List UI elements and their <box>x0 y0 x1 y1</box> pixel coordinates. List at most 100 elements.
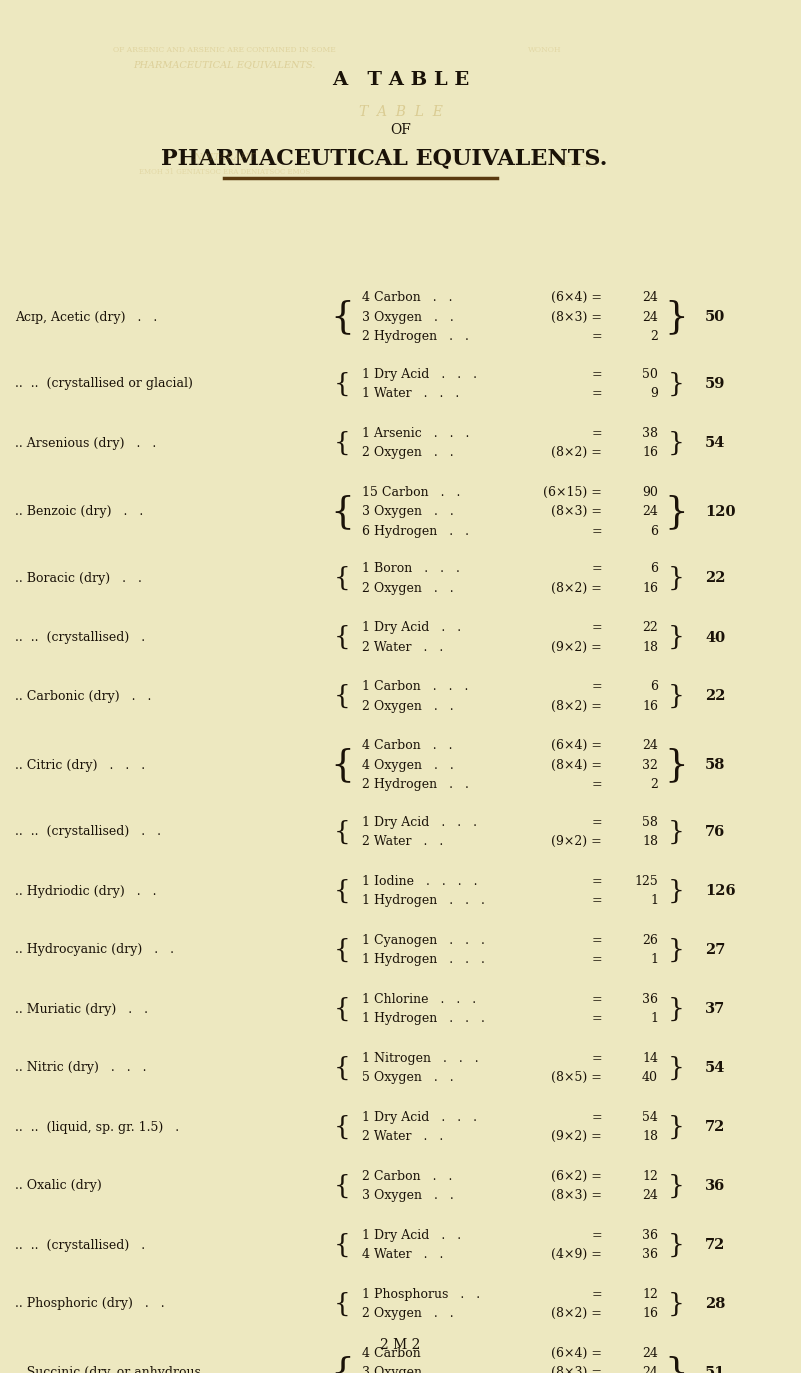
Text: 1: 1 <box>650 1012 658 1026</box>
Text: 126: 126 <box>705 884 735 898</box>
Text: 54: 54 <box>705 437 726 450</box>
Text: .. Oxalic (dry): .. Oxalic (dry) <box>15 1179 102 1193</box>
Text: 1 Hydrogen   .   .   .: 1 Hydrogen . . . <box>362 1012 485 1026</box>
Text: 58: 58 <box>642 816 658 829</box>
Text: 27: 27 <box>705 943 726 957</box>
Text: 1 Phosphorus   .   .: 1 Phosphorus . . <box>362 1288 480 1300</box>
Text: 9: 9 <box>650 387 658 401</box>
Text: 15 Carbon   .   .: 15 Carbon . . <box>362 486 461 498</box>
Text: 14: 14 <box>642 1052 658 1064</box>
Text: =: = <box>591 953 602 967</box>
Text: }: } <box>664 1355 688 1373</box>
Text: 50: 50 <box>642 368 658 380</box>
Text: Acɪp, Acetic (dry)   .   .: Acɪp, Acetic (dry) . . <box>15 310 157 324</box>
Text: =: = <box>591 1229 602 1241</box>
Text: =: = <box>591 816 602 829</box>
Text: 2: 2 <box>650 331 658 343</box>
Text: (9×2) =: (9×2) = <box>551 835 602 849</box>
Text: 90: 90 <box>642 486 658 498</box>
Text: .. Succinic (dry, or anhydrous: .. Succinic (dry, or anhydrous <box>15 1366 201 1373</box>
Text: {: { <box>334 1292 350 1317</box>
Text: (6×4) =: (6×4) = <box>551 1347 602 1359</box>
Text: ..  ..  (crystallised)   .   .: .. .. (crystallised) . . <box>15 825 161 839</box>
Text: 72: 72 <box>705 1120 726 1134</box>
Text: 37: 37 <box>705 1002 725 1016</box>
Text: 3 Oxygen   .   .: 3 Oxygen . . <box>362 1189 453 1203</box>
Text: 54: 54 <box>642 1111 658 1123</box>
Text: 36: 36 <box>642 993 658 1006</box>
Text: .. Citric (dry)   .   .   .: .. Citric (dry) . . . <box>15 759 145 772</box>
Text: .. Phosphoric (dry)   .   .: .. Phosphoric (dry) . . <box>15 1297 165 1310</box>
Text: 1 Water   .   .   .: 1 Water . . . <box>362 387 459 401</box>
Text: =: = <box>591 524 602 538</box>
Text: 36: 36 <box>642 1248 658 1262</box>
Text: }: } <box>664 299 688 335</box>
Text: (6×4) =: (6×4) = <box>551 291 602 305</box>
Text: (8×2) =: (8×2) = <box>551 700 602 713</box>
Text: PHARMACEUTICAL EQUIVALENTS.: PHARMACEUTICAL EQUIVALENTS. <box>133 60 316 70</box>
Text: =: = <box>591 1288 602 1300</box>
Text: =: = <box>591 387 602 401</box>
Text: 1 Dry Acid   .   .: 1 Dry Acid . . <box>362 621 461 634</box>
Text: 1 Chlorine   .   .   .: 1 Chlorine . . . <box>362 993 476 1006</box>
Text: =: = <box>591 563 602 575</box>
Text: 5 Oxygen   .   .: 5 Oxygen . . <box>362 1071 453 1085</box>
Text: .. Nitric (dry)   .   .   .: .. Nitric (dry) . . . <box>15 1061 147 1075</box>
Text: {: { <box>330 299 354 335</box>
Text: {: { <box>334 997 350 1022</box>
Text: (4×9) =: (4×9) = <box>551 1248 602 1262</box>
Text: 24: 24 <box>642 739 658 752</box>
Text: =: = <box>591 778 602 791</box>
Text: 22: 22 <box>705 689 726 703</box>
Text: 1: 1 <box>650 953 658 967</box>
Text: 24: 24 <box>642 1347 658 1359</box>
Text: {: { <box>334 1174 350 1199</box>
Text: 4 Carbon   .   .: 4 Carbon . . <box>362 739 453 752</box>
Text: =: = <box>591 1052 602 1064</box>
Text: 6: 6 <box>650 680 658 693</box>
Text: 2 Hydrogen   .   .: 2 Hydrogen . . <box>362 331 469 343</box>
Text: }: } <box>667 566 684 590</box>
Text: {: { <box>334 566 350 590</box>
Text: 2 Carbon   .   .: 2 Carbon . . <box>362 1170 453 1182</box>
Text: 36: 36 <box>705 1179 725 1193</box>
Text: }: } <box>667 372 684 397</box>
Text: 24: 24 <box>642 1366 658 1373</box>
Text: 1 Boron   .   .   .: 1 Boron . . . <box>362 563 460 575</box>
Text: OF: OF <box>390 124 411 137</box>
Text: =: = <box>591 875 602 888</box>
Text: =: = <box>591 680 602 693</box>
Text: }: } <box>667 684 684 708</box>
Text: 6: 6 <box>650 563 658 575</box>
Text: 12: 12 <box>642 1170 658 1182</box>
Text: {: { <box>330 1355 354 1373</box>
Text: 18: 18 <box>642 641 658 654</box>
Text: }: } <box>667 820 684 844</box>
Text: 72: 72 <box>705 1238 726 1252</box>
Text: {: { <box>334 684 350 708</box>
Text: 28: 28 <box>705 1297 726 1311</box>
Text: 1 Dry Acid   .   .   .: 1 Dry Acid . . . <box>362 368 477 380</box>
Text: 40: 40 <box>642 1071 658 1085</box>
Text: 1 Dry Acid   .   .: 1 Dry Acid . . <box>362 1229 461 1241</box>
Text: 3 Oxygen   .   .: 3 Oxygen . . <box>362 310 453 324</box>
Text: 1 Hydrogen   .   .   .: 1 Hydrogen . . . <box>362 953 485 967</box>
Text: WONOH: WONOH <box>528 47 562 54</box>
Text: 54: 54 <box>705 1061 726 1075</box>
Text: =: = <box>591 427 602 439</box>
Text: .. Boracic (dry)   .   .: .. Boracic (dry) . . <box>15 573 142 585</box>
Text: .. Hydrocyanic (dry)   .   .: .. Hydrocyanic (dry) . . <box>15 943 174 957</box>
Text: (8×4) =: (8×4) = <box>551 759 602 772</box>
Text: 1 Cyanogen   .   .   .: 1 Cyanogen . . . <box>362 934 485 947</box>
Text: NOITARAHT: NOITARAHT <box>193 154 256 162</box>
Text: 2 M 2: 2 M 2 <box>380 1339 421 1352</box>
Text: T  A  B  L  E: T A B L E <box>359 104 442 119</box>
Text: {: { <box>334 431 350 456</box>
Text: 1: 1 <box>650 894 658 908</box>
Text: 3 Oxygen   .   .: 3 Oxygen . . <box>362 505 453 518</box>
Text: {: { <box>330 747 354 783</box>
Text: 2 Water   .   .: 2 Water . . <box>362 641 443 654</box>
Text: =: = <box>591 1111 602 1123</box>
Text: 22: 22 <box>705 571 726 585</box>
Text: OF ARSENIC AND ARSENIC ARE CONTAINED IN SOME: OF ARSENIC AND ARSENIC ARE CONTAINED IN … <box>113 47 336 54</box>
